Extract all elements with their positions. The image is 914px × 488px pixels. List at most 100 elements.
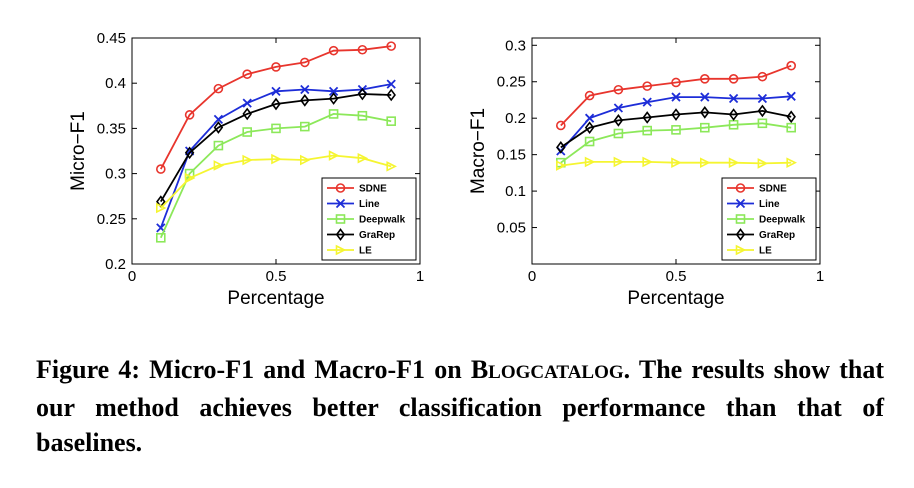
- data-point-sdne: [728, 74, 739, 84]
- data-point-sdne: [671, 77, 681, 88]
- series-grarep: [556, 104, 796, 154]
- legend-label-deepwalk: Deepwalk: [359, 215, 406, 226]
- data-point-deepwalk: [328, 109, 339, 119]
- data-point-le: [300, 154, 311, 166]
- y-tick-label: 0.4: [105, 75, 126, 92]
- data-point-sdne: [271, 62, 281, 72]
- data-point-sdne: [584, 90, 595, 101]
- series-deepwalk: [555, 118, 797, 168]
- data-point-grarep: [584, 121, 595, 135]
- data-point-sdne: [613, 84, 624, 95]
- series-deepwalk: [156, 109, 397, 243]
- series-line-le: [160, 154, 392, 209]
- data-point-line: [300, 84, 310, 95]
- legend-marker-line: [335, 198, 346, 209]
- data-point-le: [386, 161, 397, 172]
- data-point-line: [242, 98, 252, 108]
- data-point-line: [671, 92, 681, 102]
- data-point-deepwalk: [613, 128, 624, 139]
- series-line-deepwalk: [159, 112, 392, 239]
- data-point-grarep: [213, 121, 224, 134]
- data-point-deepwalk: [386, 116, 397, 126]
- data-point-le: [357, 152, 369, 164]
- caption-label: Figure 4:: [36, 355, 140, 384]
- legend-marker-sdne: [735, 183, 746, 193]
- data-point-le: [728, 157, 740, 168]
- data-point-sdne: [386, 41, 397, 51]
- data-point-grarep: [613, 114, 624, 127]
- data-point-deepwalk: [642, 125, 653, 136]
- data-point-sdne: [642, 81, 653, 91]
- caption-dataset-rest: LOGCATALOG: [488, 362, 624, 383]
- data-point-grarep: [728, 108, 739, 121]
- series-line-grarep: [560, 109, 792, 149]
- data-point-line: [328, 86, 339, 96]
- data-point-le: [271, 153, 282, 165]
- series-line-grarep: [160, 93, 392, 203]
- data-point-sdne: [184, 110, 195, 120]
- legend-marker-deepwalk: [335, 214, 346, 224]
- legend-label-sdne: SDNE: [759, 184, 787, 195]
- legend-marker-deepwalk: [735, 214, 746, 224]
- figure-charts: 0.2 0.25 0.3 0.35 0.4 0.45 0 0.5 1 Percentage Micr…: [68, 30, 824, 309]
- y-tick-label: 0.45: [97, 30, 126, 47]
- data-point-grarep: [556, 141, 566, 154]
- data-point-grarep: [184, 146, 195, 160]
- data-point-le: [700, 157, 711, 168]
- y-tick-label: 0.35: [97, 120, 126, 137]
- data-point-deepwalk: [671, 125, 681, 135]
- legend-label-grarep: GraRep: [759, 230, 795, 241]
- y-tick-label: 0.1: [505, 183, 526, 200]
- legend: SDNE Line Deepwalk GraRep LE: [721, 177, 817, 261]
- caption-dataset-first-letter: B: [470, 355, 489, 384]
- data-point-le: [786, 157, 797, 168]
- x-tick-label: 1: [416, 268, 424, 285]
- data-point-deepwalk: [271, 123, 281, 134]
- series-line-deepwalk: [560, 122, 792, 164]
- data-point-line: [613, 103, 624, 113]
- data-point-le: [642, 156, 653, 168]
- chart-panel-1: 0.2 0.25 0.3 0.35 0.4 0.45 0 0.5 1 Percentage Micr…: [68, 30, 424, 309]
- data-point-deepwalk: [242, 127, 252, 137]
- x-axis-title: Percentage: [227, 288, 324, 309]
- x-tick-label: 0: [128, 268, 136, 285]
- figure-caption: Figure 4: Micro-F1 and Macro-F1 on BLOGC…: [36, 352, 884, 460]
- x-tick-label: 0.5: [666, 268, 687, 285]
- data-point-sdne: [757, 71, 768, 82]
- data-point-grarep: [300, 94, 310, 107]
- data-point-deepwalk: [757, 118, 768, 129]
- data-point-sdne: [357, 44, 368, 55]
- y-tick-label: 0.2: [505, 110, 526, 127]
- y-axis-title: Macro−F1: [468, 108, 489, 194]
- data-point-line: [786, 91, 796, 101]
- y-tick-label: 0.25: [497, 74, 526, 91]
- series-line: [156, 79, 396, 233]
- data-point-deepwalk: [786, 122, 797, 133]
- data-point-le: [242, 154, 253, 166]
- data-point-grarep: [271, 97, 281, 111]
- x-tick-label: 0.5: [266, 268, 287, 285]
- legend-marker-grarep: [335, 228, 346, 241]
- data-point-grarep: [242, 107, 252, 121]
- caption-dataset-name: BLOGCATALOG: [471, 355, 624, 384]
- x-axis-title: Percentage: [627, 288, 724, 309]
- legend-marker-le: [735, 244, 747, 256]
- data-point-le: [328, 150, 340, 161]
- series-le: [156, 150, 397, 214]
- data-point-grarep: [357, 87, 368, 101]
- data-point-grarep: [386, 88, 396, 102]
- legend-marker-grarep: [735, 228, 746, 241]
- data-point-le: [757, 158, 769, 169]
- data-point-le: [584, 156, 596, 168]
- data-point-deepwalk: [699, 122, 710, 133]
- data-point-sdne: [328, 45, 339, 56]
- y-axis-title: Micro−F1: [68, 111, 89, 191]
- series-grarep: [156, 87, 396, 208]
- y-tick-label: 0.3: [505, 37, 526, 54]
- data-point-le: [671, 157, 682, 168]
- data-point-sdne: [699, 74, 710, 84]
- data-point-grarep: [700, 106, 710, 119]
- data-point-le: [213, 160, 225, 171]
- data-point-sdne: [156, 164, 166, 174]
- data-point-grarep: [642, 111, 652, 124]
